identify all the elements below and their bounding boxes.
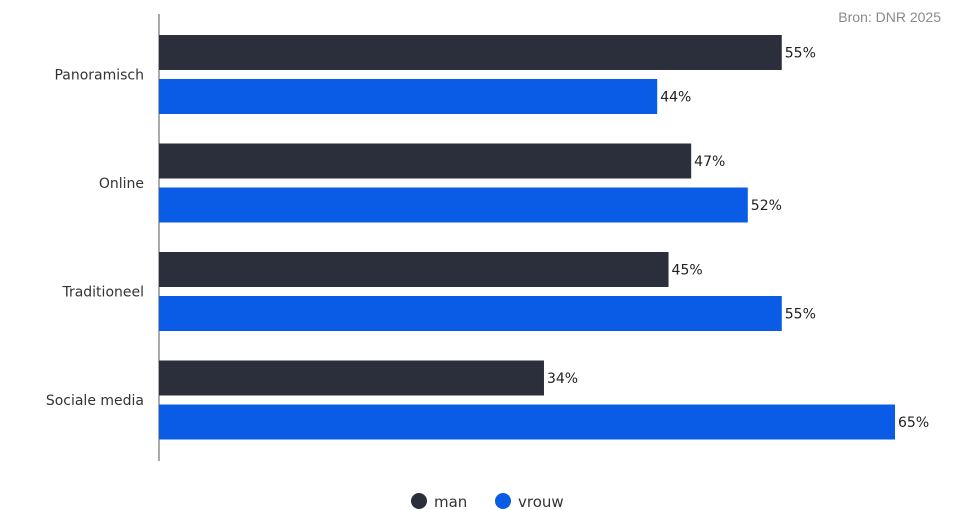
value-label-vrouw: 55%	[785, 307, 816, 323]
value-label-vrouw: 52%	[751, 198, 782, 214]
legend-marker-vrouw	[495, 493, 511, 509]
value-labels: 55% 44% 47% 52% 45% 55% 34% 65%	[547, 46, 929, 432]
value-label-man: 55%	[785, 46, 816, 62]
legend-marker-man	[411, 493, 427, 509]
bar-man	[159, 143, 692, 179]
value-label-vrouw: 44%	[660, 90, 691, 106]
legend: man vrouw	[411, 493, 564, 510]
bar-man	[159, 252, 669, 287]
category-label: Traditioneel	[61, 285, 144, 301]
value-label-man: 45%	[672, 263, 703, 279]
bar-vrouw	[159, 296, 782, 331]
category-labels: Panoramisch Online Traditioneel Sociale med…	[46, 68, 144, 410]
bars	[159, 35, 895, 440]
bar-vrouw	[159, 187, 748, 223]
source-label: Bron: DNR 2025	[838, 9, 941, 25]
category-label: Panoramisch	[54, 68, 144, 84]
value-label-man: 47%	[694, 154, 725, 170]
category-label: Online	[99, 176, 144, 192]
bar-man	[159, 35, 782, 70]
legend-label-vrouw: vrouw	[518, 493, 564, 510]
bar-vrouw	[159, 404, 895, 440]
legend-label-man: man	[434, 493, 467, 510]
category-label: Sociale media	[46, 393, 144, 409]
bar-man	[159, 360, 544, 396]
bar-vrouw	[159, 79, 658, 114]
value-label-man: 34%	[547, 371, 578, 387]
value-label-vrouw: 65%	[898, 415, 929, 431]
